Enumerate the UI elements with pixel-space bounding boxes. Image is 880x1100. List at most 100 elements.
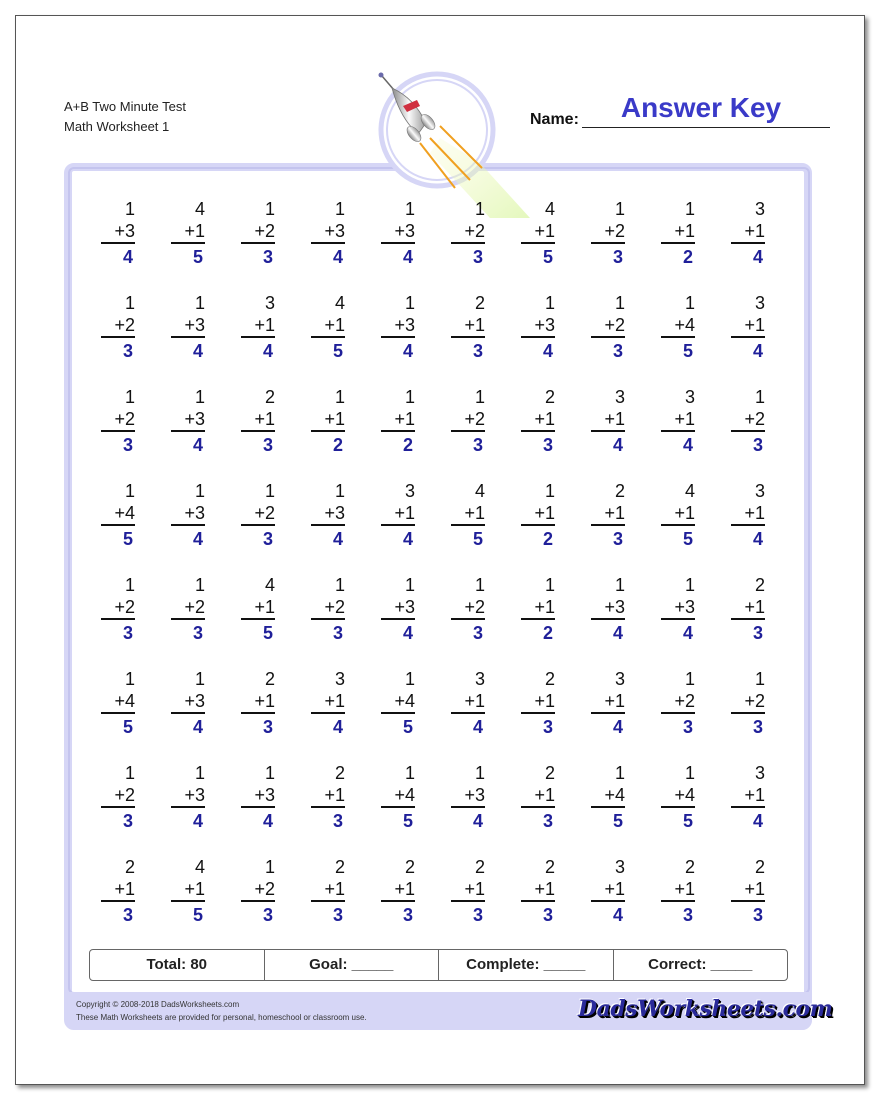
addend-1: 2 — [474, 293, 485, 313]
answer: 3 — [542, 905, 553, 925]
score-goal: Goal: _____ — [265, 950, 439, 980]
addition-problem: 1 +3 4 — [591, 574, 625, 646]
addend-1: 1 — [264, 481, 275, 501]
name-field-line[interactable] — [582, 127, 830, 128]
addition-problem: 1 +4 5 — [381, 668, 415, 740]
addend-2: +1 — [661, 220, 695, 244]
addend-2: +1 — [591, 408, 625, 432]
addition-problem: 1 +2 3 — [171, 574, 205, 646]
addition-problem: 2 +1 3 — [521, 668, 555, 740]
answer: 4 — [612, 717, 623, 737]
addend-2: +1 — [171, 878, 205, 902]
addend-1: 1 — [194, 763, 205, 783]
addition-problem: 1 +3 4 — [311, 480, 345, 552]
addend-1: 1 — [194, 293, 205, 313]
addition-problem: 1 +4 5 — [381, 762, 415, 834]
rocket-icon — [378, 71, 530, 218]
addend-1: 1 — [404, 763, 415, 783]
addend-2: +3 — [171, 502, 205, 526]
addition-problem: 1 +2 3 — [451, 386, 485, 458]
addend-2: +1 — [521, 690, 555, 714]
answer: 3 — [752, 623, 763, 643]
answer: 2 — [402, 435, 413, 455]
addition-problem: 1 +3 4 — [381, 292, 415, 364]
addend-1: 1 — [334, 199, 345, 219]
answer: 3 — [262, 435, 273, 455]
addition-problem: 1 +4 5 — [591, 762, 625, 834]
addend-2: +1 — [521, 502, 555, 526]
answer: 3 — [542, 435, 553, 455]
addend-2: +2 — [311, 596, 345, 620]
addend-2: +3 — [101, 220, 135, 244]
addend-1: 3 — [614, 669, 625, 689]
addend-1: 1 — [124, 481, 135, 501]
addition-problem: 1 +4 5 — [661, 762, 695, 834]
addend-1: 1 — [614, 763, 625, 783]
addend-2: +1 — [521, 408, 555, 432]
addition-problem: 3 +1 4 — [731, 292, 765, 364]
addend-1: 3 — [684, 387, 695, 407]
addend-2: +1 — [591, 878, 625, 902]
addend-1: 2 — [544, 763, 555, 783]
addend-1: 1 — [474, 763, 485, 783]
answer: 5 — [122, 529, 133, 549]
addition-problem: 1 +2 3 — [241, 198, 275, 270]
answer: 5 — [612, 811, 623, 831]
addend-1: 1 — [334, 387, 345, 407]
addend-2: +1 — [381, 502, 415, 526]
addend-2: +3 — [381, 220, 415, 244]
addend-2: +1 — [171, 220, 205, 244]
addend-2: +3 — [171, 690, 205, 714]
addend-1: 1 — [124, 763, 135, 783]
addend-2: +2 — [101, 784, 135, 808]
answer: 4 — [682, 623, 693, 643]
addition-problem: 1 +1 2 — [521, 480, 555, 552]
addition-problem: 1 +2 3 — [311, 574, 345, 646]
addend-2: +1 — [311, 314, 345, 338]
name-label: Name: — [530, 111, 579, 128]
score-correct: Correct: _____ — [648, 956, 753, 973]
addition-problem: 1 +2 3 — [451, 574, 485, 646]
addend-1: 4 — [264, 575, 275, 595]
addition-problem: 3 +1 4 — [381, 480, 415, 552]
copyright: Copyright © 2008-2018 DadsWorksheets.com — [76, 1000, 240, 1009]
addend-2: +3 — [381, 596, 415, 620]
answer: 4 — [472, 717, 483, 737]
addend-1: 1 — [124, 575, 135, 595]
answer: 3 — [332, 623, 343, 643]
answer: 5 — [122, 717, 133, 737]
addition-problem: 1 +2 3 — [101, 292, 135, 364]
addend-1: 1 — [264, 199, 275, 219]
name-value: Answer Key — [620, 92, 782, 123]
addition-problem: 3 +1 4 — [451, 668, 485, 740]
answer: 4 — [192, 435, 203, 455]
addend-1: 3 — [404, 481, 415, 501]
addition-problem: 4 +1 5 — [661, 480, 695, 552]
addition-problem: 1 +4 5 — [101, 668, 135, 740]
addition-problem: 2 +1 3 — [101, 856, 135, 928]
addend-1: 2 — [264, 669, 275, 689]
addend-1: 1 — [474, 199, 485, 219]
addend-1: 1 — [124, 387, 135, 407]
addition-problem: 4 +1 5 — [451, 480, 485, 552]
answer: 3 — [472, 435, 483, 455]
addition-problem: 2 +1 3 — [521, 856, 555, 928]
answer: 3 — [752, 717, 763, 737]
answer: 3 — [612, 247, 623, 267]
addend-2: +1 — [661, 878, 695, 902]
addend-2: +2 — [731, 690, 765, 714]
answer: 4 — [122, 247, 133, 267]
addend-1: 2 — [544, 669, 555, 689]
answer: 3 — [682, 905, 693, 925]
addend-2: +3 — [171, 408, 205, 432]
addend-2: +3 — [381, 314, 415, 338]
addend-1: 1 — [684, 669, 695, 689]
answer: 4 — [402, 341, 413, 361]
addend-2: +4 — [101, 502, 135, 526]
addition-problem: 2 +1 3 — [731, 856, 765, 928]
answer: 3 — [542, 717, 553, 737]
answer: 3 — [262, 905, 273, 925]
addend-1: 1 — [124, 199, 135, 219]
addend-2: +1 — [591, 502, 625, 526]
addend-2: +1 — [451, 690, 485, 714]
